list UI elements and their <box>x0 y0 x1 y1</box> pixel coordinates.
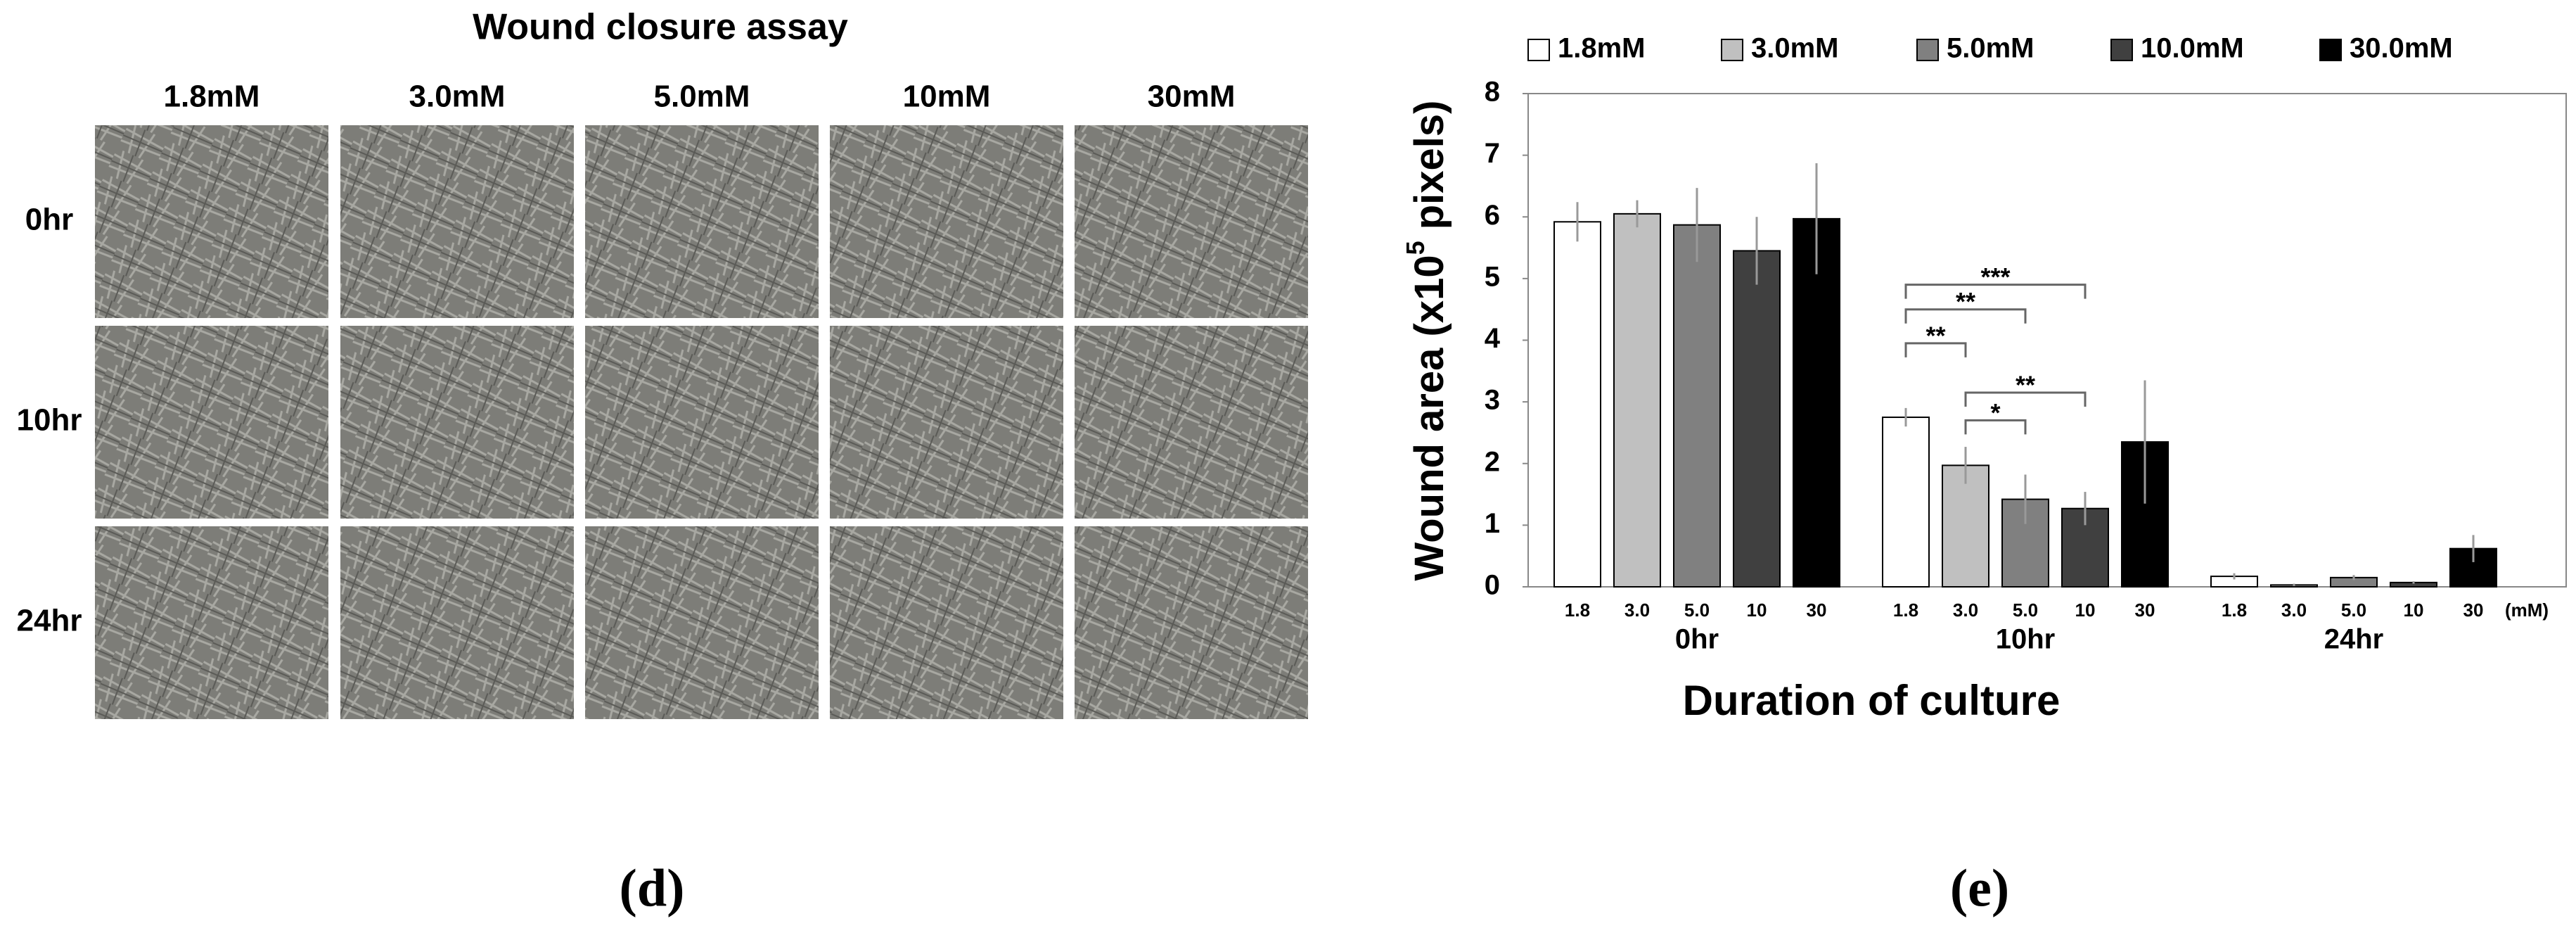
micrograph <box>1075 526 1308 719</box>
bar <box>1733 250 1781 588</box>
bar-label: 1.8 <box>1893 599 1918 621</box>
bar-label: 3.0 <box>1953 599 1978 621</box>
bar-label: 10 <box>2404 599 2424 621</box>
y-axis-label-part: Wound area (x10 <box>1406 255 1452 580</box>
legend-label: 5.0mM <box>1947 33 2034 64</box>
bar <box>1613 212 1661 588</box>
y-axis-label-part: 5 <box>1401 241 1430 255</box>
micrograph <box>95 526 328 719</box>
significance-bracket <box>1964 391 2087 407</box>
micrograph <box>585 326 819 519</box>
micrograph <box>830 526 1063 719</box>
micrograph <box>1075 125 1308 318</box>
row-label: 10hr <box>17 403 82 438</box>
y-tick-label: 8 <box>1485 77 1500 108</box>
y-tick-label: 2 <box>1485 446 1500 477</box>
column-label: 3.0mM <box>409 80 506 114</box>
bar-label: 5.0 <box>2013 599 2038 621</box>
bar-label: 10 <box>1747 599 1767 621</box>
legend-swatch <box>2319 39 2342 61</box>
micrograph <box>340 526 574 719</box>
column-label: 5.0mM <box>654 80 750 114</box>
micrograph <box>830 125 1063 318</box>
y-tick-label: 6 <box>1485 200 1500 231</box>
legend-label: 3.0mM <box>1751 33 1839 64</box>
legend-swatch <box>1721 39 1743 61</box>
bar-label: 3.0 <box>1625 599 1650 621</box>
significance-label: *** <box>1980 262 2010 291</box>
bar-label: 5.0 <box>1684 599 1710 621</box>
significance-label: * <box>1990 398 2000 427</box>
bar-label: 30 <box>2463 599 2484 621</box>
legend-label: 1.8mM <box>1558 33 1646 64</box>
micrograph <box>340 326 574 519</box>
x-tick-label: 24hr <box>2324 624 2384 655</box>
legend-swatch <box>2110 39 2133 61</box>
micrograph <box>340 125 574 318</box>
unit-label: (mM) <box>2505 599 2549 621</box>
bar <box>1793 217 1840 588</box>
bar-label: 3.0 <box>2281 599 2307 621</box>
significance-bracket <box>1904 308 2027 324</box>
y-axis-label: Wound area (x105 pixels) <box>1401 101 1453 581</box>
x-tick-label: 10hr <box>1996 624 2056 655</box>
panel-caption: (d) <box>620 858 685 918</box>
y-tick-label: 1 <box>1485 508 1500 539</box>
micrograph <box>585 526 819 719</box>
panel-title: Wound closure assay <box>473 7 848 48</box>
micrograph <box>1075 326 1308 519</box>
row-label: 24hr <box>17 604 82 638</box>
bar-label: 5.0 <box>2341 599 2366 621</box>
row-label: 0hr <box>25 203 73 237</box>
micrograph <box>95 326 328 519</box>
y-tick-label: 0 <box>1485 570 1500 601</box>
bar-label: 1.8 <box>2222 599 2247 621</box>
column-label: 10mM <box>903 80 991 114</box>
bar <box>1553 221 1601 588</box>
bar <box>1673 224 1721 588</box>
x-axis-label: Duration of culture <box>1683 677 2061 724</box>
panel-caption: (e) <box>1950 858 2009 918</box>
y-axis-label-part: pixels) <box>1406 101 1452 241</box>
bar <box>1882 417 1930 588</box>
column-label: 1.8mM <box>164 80 260 114</box>
x-tick-label: 0hr <box>1675 624 1719 655</box>
bar-label: 1.8 <box>1565 599 1590 621</box>
legend-swatch <box>1527 39 1550 61</box>
bar-label: 30 <box>2135 599 2155 621</box>
y-tick-label: 4 <box>1485 323 1501 354</box>
significance-label: ** <box>2016 370 2035 399</box>
bar-label: 10 <box>2075 599 2096 621</box>
significance-bracket <box>1964 419 2027 435</box>
column-label: 30mM <box>1148 80 1236 114</box>
y-tick-label: 3 <box>1485 385 1500 416</box>
significance-label: ** <box>1956 287 1975 316</box>
micrograph <box>830 326 1063 519</box>
significance-bracket <box>1904 284 2087 299</box>
legend-swatch <box>1916 39 1939 61</box>
significance-label: ** <box>1925 321 1945 350</box>
legend-label: 10.0mM <box>2141 33 2244 64</box>
y-tick-label: 5 <box>1485 261 1500 292</box>
bar-label: 30 <box>1807 599 1827 621</box>
legend-label: 30.0mM <box>2350 33 2453 64</box>
micrograph-grid: 1.8mM 3.0mM 5.0mM 10mM 30mM 0hr 10hr 24hr <box>17 80 1308 719</box>
significance-bracket <box>1904 342 1967 357</box>
y-tick-label: 7 <box>1485 138 1500 169</box>
micrograph <box>585 125 819 318</box>
micrograph <box>95 125 328 318</box>
